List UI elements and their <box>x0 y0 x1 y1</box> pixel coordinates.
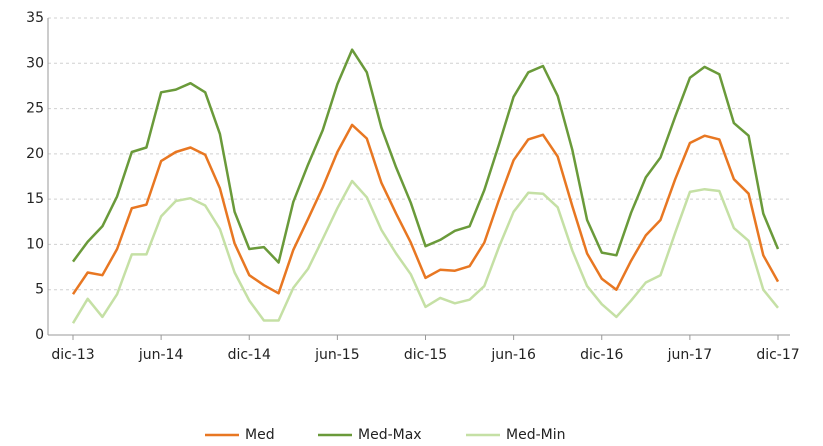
series-line <box>71 123 780 295</box>
x-tick-label: jun-14 <box>138 347 184 363</box>
series-line <box>71 179 779 324</box>
series-line <box>71 48 780 264</box>
x-tick-label: jun-17 <box>667 347 713 363</box>
y-tick-label: 10 <box>26 236 44 252</box>
x-tick-label: dic-15 <box>404 347 447 363</box>
x-tick-label: dic-14 <box>228 347 271 363</box>
x-tick-label: dic-17 <box>756 347 799 363</box>
y-tick-label: 20 <box>26 146 44 162</box>
y-tick-label: 15 <box>26 191 44 207</box>
x-tick-label: jun-15 <box>314 347 360 363</box>
y-tick-label: 5 <box>35 282 44 298</box>
x-tick-label: dic-16 <box>580 347 623 363</box>
y-tick-label: 30 <box>26 55 44 71</box>
legend-label: Med-Min <box>506 427 565 443</box>
x-tick-label: jun-16 <box>490 347 536 363</box>
legend-label: Med <box>245 427 275 443</box>
legend-label: Med-Max <box>358 427 422 443</box>
y-tick-label: 0 <box>35 327 44 343</box>
y-tick-label: 25 <box>26 101 44 117</box>
x-tick-label: dic-13 <box>51 347 94 363</box>
y-tick-label: 35 <box>26 10 44 26</box>
